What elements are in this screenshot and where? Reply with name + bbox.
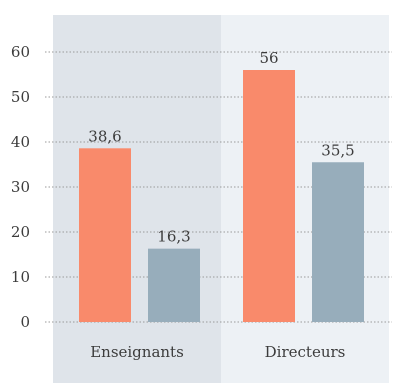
category-label: Directeurs [265,343,346,361]
y-tick-label: 40 [11,133,30,151]
y-tick-label: 50 [11,88,30,106]
bar [79,148,131,322]
y-tick-label: 0 [20,313,30,331]
y-tick-label: 20 [11,223,30,241]
category-label: Enseignants [90,343,184,361]
bar [312,162,364,322]
y-tick-label: 10 [11,268,30,286]
data-label: 35,5 [321,141,354,159]
y-tick-label: 30 [11,178,30,196]
data-label: 16,3 [157,228,190,246]
bar [148,248,200,322]
bar [243,70,295,322]
data-label: 38,6 [88,127,121,145]
category-panel-0 [53,15,221,383]
y-tick-label: 60 [11,43,30,61]
data-label: 56 [259,49,278,67]
